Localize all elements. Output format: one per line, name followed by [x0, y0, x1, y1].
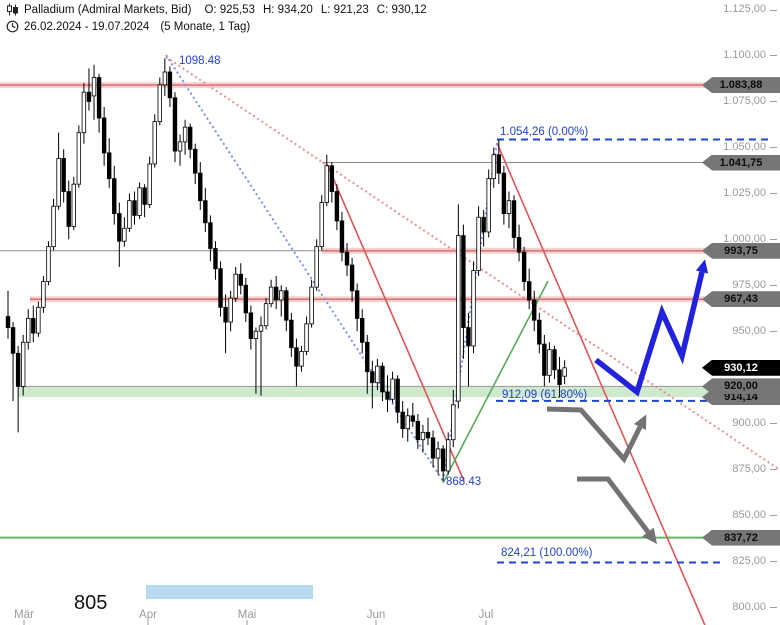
price-tag-83772: 837,72 — [702, 529, 780, 546]
y-axis-tick-label: 1.025,00 — [723, 186, 766, 199]
candlestick-chart-icon — [6, 3, 19, 16]
svg-text:868.43: 868.43 — [446, 476, 481, 488]
y-axis-tick-mark — [770, 469, 777, 471]
timeline-selection[interactable] — [146, 585, 313, 599]
svg-text:1.054,26 (0.00%): 1.054,26 (0.00%) — [500, 126, 588, 138]
y-axis-tick-label: 1.050,00 — [723, 140, 766, 153]
y-axis-tick-mark — [770, 331, 777, 333]
fib-annotations: 1098.48 1.054,26 (0.00%) 912,09 (61.80%) 82… — [179, 55, 593, 559]
y-axis-tick-label: 875,00 — [732, 462, 766, 475]
price-tag-99375: 993,75 — [702, 242, 780, 259]
candlesticks — [5, 58, 567, 482]
y-axis-tick-label: 900,00 — [732, 416, 766, 429]
y-axis-tick-label: 1.075,00 — [723, 94, 766, 107]
y-axis-tick-label: 975,00 — [732, 278, 766, 291]
y-axis-tick-label: 950,00 — [732, 324, 766, 337]
support-zone[interactable] — [18, 385, 712, 398]
y-axis-tick-mark — [770, 55, 777, 57]
y-axis-tick-label: 850,00 — [732, 508, 766, 521]
y-axis-tick-mark — [770, 515, 777, 517]
y-axis-tick-mark — [770, 607, 777, 608]
y-axis-tick-label: 800,00 — [732, 600, 766, 613]
instrument-title: Palladium (Admiral Markets, Bid) — [24, 3, 192, 16]
ohlc-pair: L: 921,23 — [320, 3, 369, 16]
ohlc-pair: C: 930,12 — [376, 3, 427, 16]
y-axis-tick-mark — [770, 101, 777, 103]
scenario-down-arrow[interactable] — [577, 476, 658, 544]
price-tag-92000: 920,00 — [702, 378, 780, 395]
y-axis-tick-mark — [770, 239, 777, 241]
y-axis-tick-label: 1.100,00 — [723, 48, 766, 61]
svg-text:Mai: Mai — [238, 609, 257, 621]
instrument-header: Palladium (Admiral Markets, Bid) O: 925,… — [6, 3, 427, 16]
price-tag-96743: 967,43 — [702, 291, 780, 308]
clock-icon — [6, 20, 19, 33]
date-range: 26.02.2024 - 19.07.2024 — [24, 20, 150, 33]
svg-text:Mär: Mär — [14, 609, 34, 621]
y-axis-tick-mark — [770, 193, 777, 195]
y-axis-tick-label: 825,00 — [732, 554, 766, 567]
watermark-number: 805 — [74, 592, 108, 614]
ohlc-pair: H: 934,20 — [262, 3, 313, 16]
price-tag-93012: 930,12 — [702, 359, 780, 376]
ohlc-values: O: 925,53 H: 934,20 L: 921,23 C: 930,12 — [196, 4, 426, 16]
svg-text:824,21 (100.00%): 824,21 (100.00%) — [501, 547, 593, 559]
y-axis-tick-mark — [770, 147, 777, 149]
svg-text:912,09 (61.80%): 912,09 (61.80%) — [502, 389, 587, 401]
y-axis-tick-label: 1.125,00 — [723, 3, 766, 15]
svg-text:1098.48: 1098.48 — [179, 55, 221, 67]
y-axis-tick-mark — [770, 561, 777, 563]
price-tag-108388: 1.083,88 — [702, 77, 780, 94]
y-axis-tick-mark — [770, 423, 777, 425]
svg-text:Jun: Jun — [367, 609, 386, 621]
price-tag-104175: 1.041,75 — [702, 154, 780, 171]
range-header: 26.02.2024 - 19.07.2024 (5 Monate, 1 Tag… — [6, 20, 250, 33]
y-axis-tick-label: 1.000,00 — [723, 232, 766, 245]
svg-text:Apr: Apr — [139, 609, 157, 621]
forecast-zigzag-up-arrow[interactable] — [594, 259, 709, 397]
ohlc-pair: O: 925,53 — [204, 3, 255, 16]
y-axis-tick-mark — [770, 9, 777, 11]
x-axis: Mär Apr Mai Jun Jul — [14, 609, 493, 625]
granularity: (5 Monate, 1 Tag) — [160, 20, 251, 33]
scenario-check-arrow[interactable] — [546, 406, 647, 464]
fib-dashed-levels[interactable] — [496, 138, 770, 564]
y-axis-tick-mark — [770, 285, 777, 287]
svg-text:Jul: Jul — [479, 609, 494, 621]
